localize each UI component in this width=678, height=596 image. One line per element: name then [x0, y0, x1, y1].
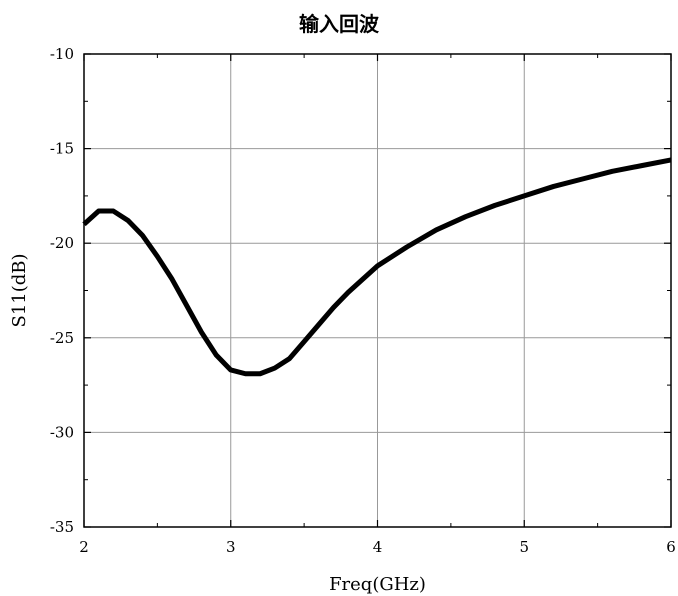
y-tick-label: -35	[50, 518, 74, 536]
x-tick-label: 6	[666, 538, 676, 556]
x-tick-label: 2	[79, 538, 89, 556]
grid	[84, 54, 671, 527]
y-tick-label: -20	[50, 234, 74, 252]
x-tick-label: 4	[373, 538, 383, 556]
chart-title: 输入回波	[299, 12, 379, 36]
y-tick-label: -15	[50, 140, 74, 158]
x-tick-label: 3	[226, 538, 236, 556]
x-axis-label: Freq(GHz)	[329, 574, 426, 595]
x-tick-label: 5	[519, 538, 529, 556]
plot-frame	[83, 53, 672, 528]
tick-labels: 2 3 4 5 6 -35 -30 -25 -20 -15 -10	[50, 45, 676, 556]
series-line-0	[82, 157, 672, 377]
y-tick-label: -30	[50, 423, 74, 441]
y-axis-label: S11(dB)	[9, 253, 30, 327]
y-tick-label: -10	[50, 45, 74, 63]
series-layer	[82, 157, 672, 377]
y-tick-label: -25	[50, 329, 74, 347]
